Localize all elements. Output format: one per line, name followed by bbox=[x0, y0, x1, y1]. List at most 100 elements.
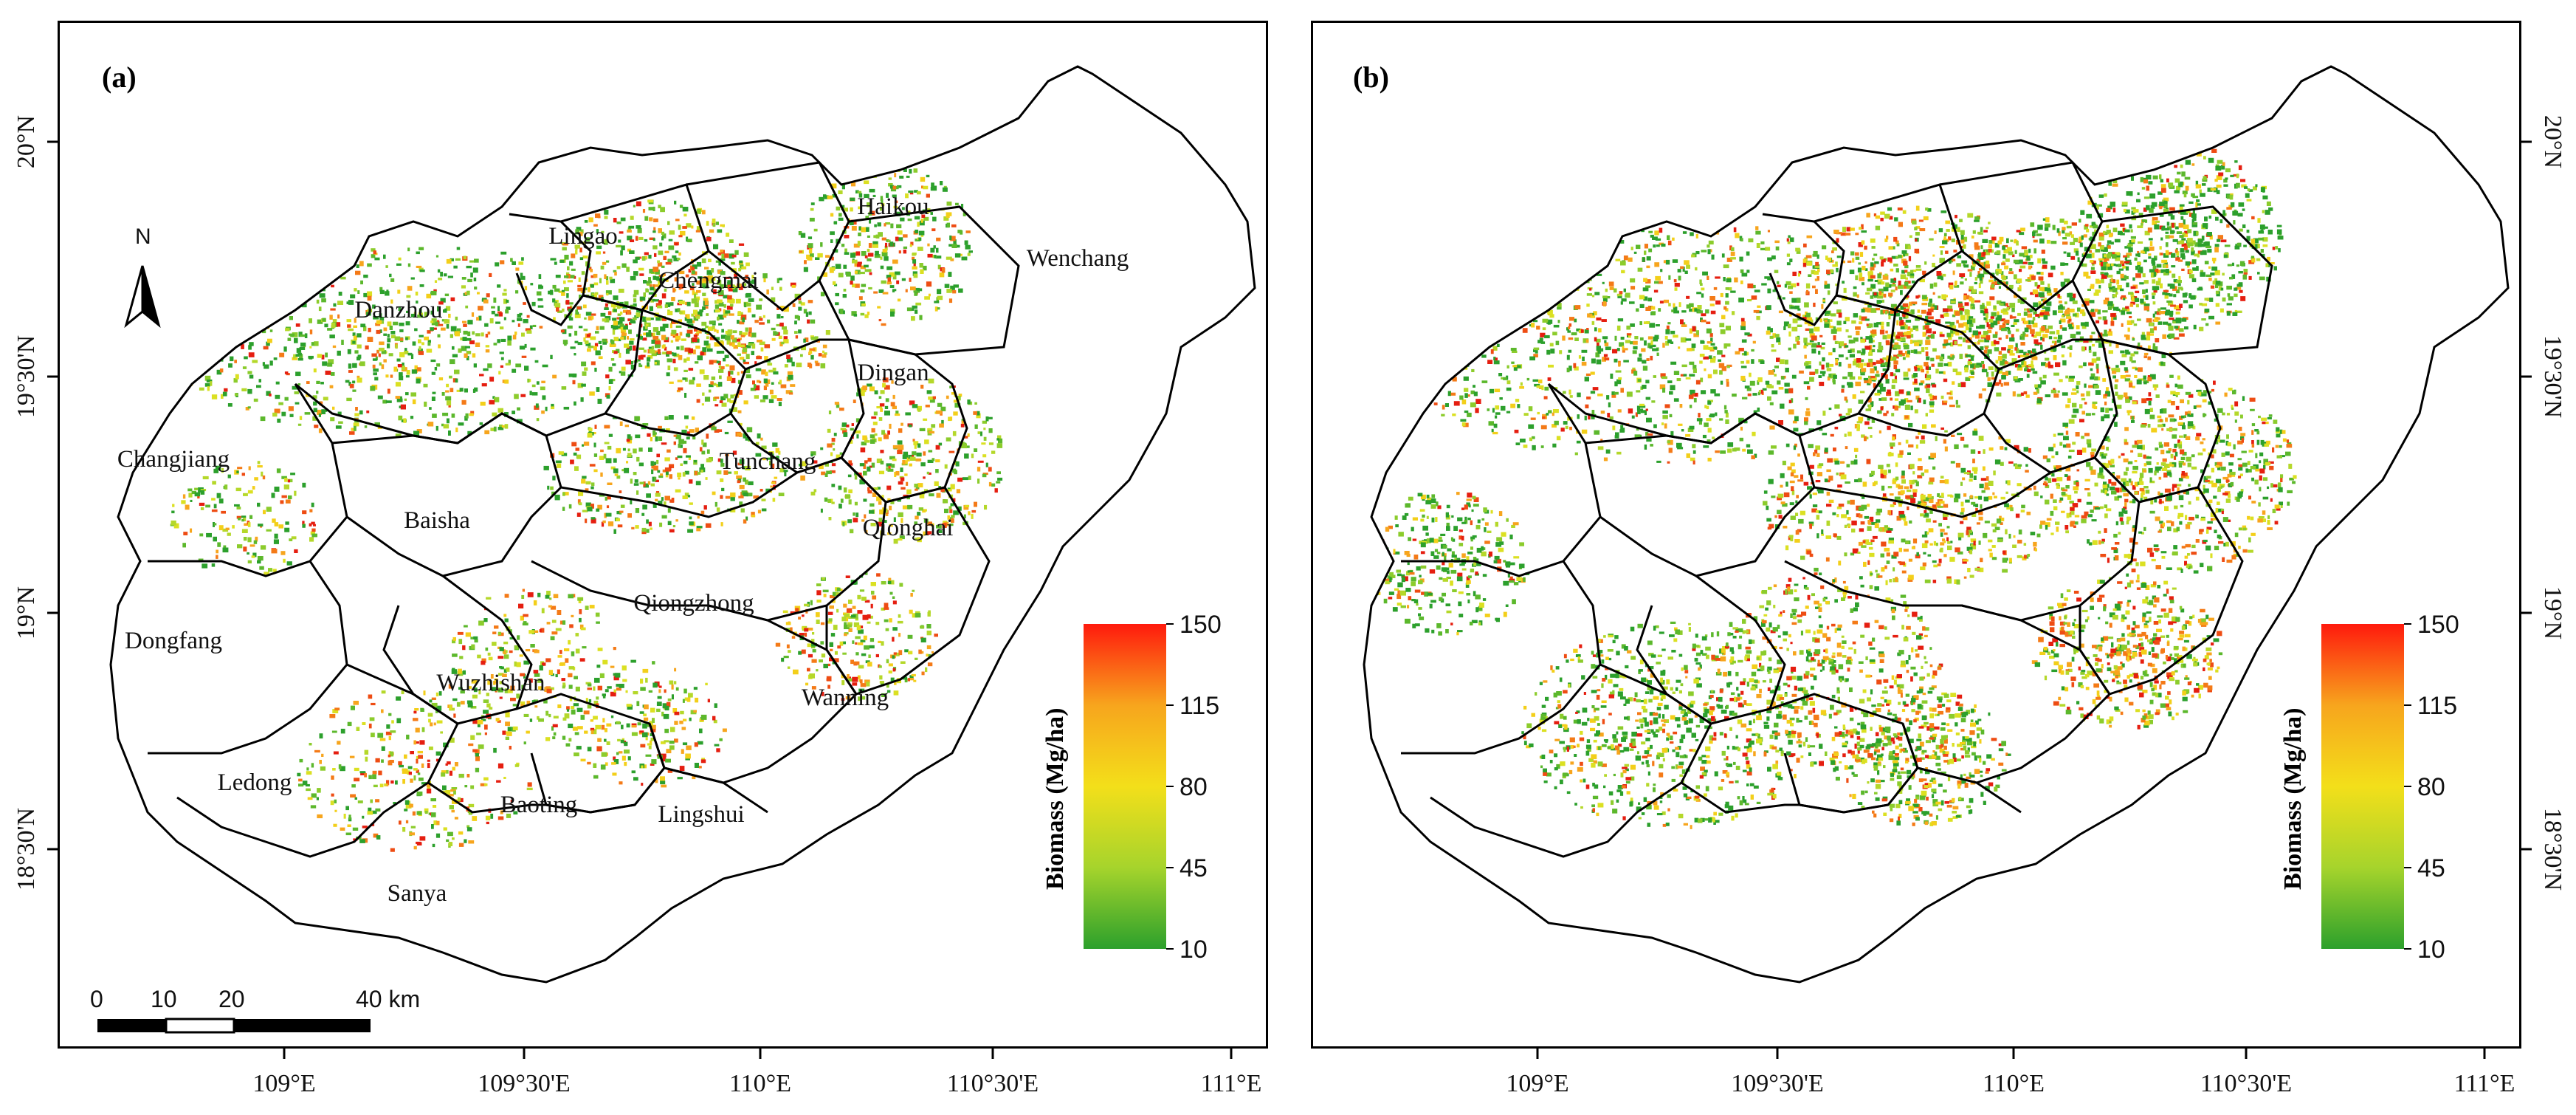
biomass-cluster-4 bbox=[2045, 374, 2297, 574]
county-label-changjiang: Changjiang bbox=[117, 446, 230, 473]
lon-tick-label: 110°E bbox=[1983, 1070, 2045, 1097]
panel-a-county-boundaries bbox=[148, 161, 1020, 858]
county-boundary-11 bbox=[1401, 560, 1602, 755]
biomass-cluster-3 bbox=[2073, 143, 2284, 332]
legend-colorbar bbox=[1084, 624, 1166, 949]
county-boundary-3 bbox=[818, 205, 1020, 356]
lat-tick-label: 20°N bbox=[2539, 115, 2566, 168]
lat-tick-label: 18°30'N bbox=[13, 808, 40, 891]
county-label-qiongzhong: Qiongzhong bbox=[633, 590, 754, 617]
panel-a-lat-ticks: 20°N 19°30'N 19°N 18°30'N bbox=[13, 115, 58, 891]
panel-b-biomass-layer bbox=[1364, 143, 2297, 829]
county-label-ledong: Ledong bbox=[218, 769, 292, 796]
panel-b-letter: (b) bbox=[1353, 61, 1389, 94]
lat-tick-label: 20°N bbox=[13, 115, 40, 168]
legend-ticks-b: 150 115 80 45 10 bbox=[2404, 611, 2459, 964]
scale-bar-seg-1 bbox=[97, 1019, 166, 1032]
scale-bar: 0 10 20 40 km bbox=[90, 986, 420, 1034]
panel-b-island-outline bbox=[1363, 65, 2510, 984]
scale-bar-seg-3 bbox=[234, 1019, 371, 1032]
lat-tick-label: 19°N bbox=[13, 586, 40, 639]
county-label-lingshui: Lingshui bbox=[658, 801, 744, 828]
scale-label-10: 10 bbox=[151, 986, 177, 1012]
north-arrow-icon bbox=[124, 265, 144, 329]
panel-b-lat-ticks: 20°N 19°30'N 19°N 18°30'N bbox=[2521, 115, 2566, 891]
legend-colorbar-b bbox=[2321, 624, 2404, 949]
scale-label-40: 40 km bbox=[356, 986, 420, 1012]
lat-tick-label: 19°30'N bbox=[13, 335, 40, 418]
county-boundary-17 bbox=[427, 766, 768, 814]
county-label-wuzhishan: Wuzhishan bbox=[436, 670, 545, 696]
biomass-cluster-1 bbox=[550, 199, 755, 365]
legend-tick-label: 10 bbox=[1179, 936, 1208, 964]
scale-bar-seg-2 bbox=[165, 1018, 235, 1034]
biomass-cluster-8 bbox=[1720, 567, 1943, 767]
county-label-baoting: Baoting bbox=[500, 792, 578, 818]
county-label-lingao: Lingao bbox=[548, 223, 617, 250]
lon-tick-label: 110°E bbox=[729, 1070, 791, 1097]
county-label-sanya: Sanya bbox=[388, 880, 447, 907]
legend-tick-label: 10 bbox=[2417, 936, 2445, 964]
legend-ticks-a: 150 115 80 45 10 bbox=[1166, 611, 1222, 964]
biomass-cluster-6 bbox=[2031, 573, 2223, 730]
lon-tick-label: 111°E bbox=[1201, 1070, 1262, 1097]
county-boundary-6 bbox=[729, 338, 865, 474]
biomass-cluster-0 bbox=[158, 247, 654, 437]
panel-a-county-labels: Haikou Lingao Chengmai Wenchang Danzhou Dinga… bbox=[117, 193, 1129, 907]
panel-b-legend: Biomass (Mg/ha) 150 115 80 45 10 bbox=[2279, 611, 2459, 964]
county-boundary-12 bbox=[1636, 574, 1786, 725]
biomass-cluster-10 bbox=[1364, 492, 1530, 636]
county-boundary-2 bbox=[1939, 161, 2104, 312]
legend-tick-label: 115 bbox=[2417, 692, 2457, 720]
lon-tick-label: 109°30'E bbox=[478, 1070, 571, 1097]
county-label-baisha: Baisha bbox=[404, 507, 470, 534]
biomass-cluster-6 bbox=[775, 571, 938, 701]
biomass-cluster-9 bbox=[1831, 685, 2011, 826]
panel-a-lon-ticks: 109°E 109°30'E 110°E 110°30'E 111°E bbox=[252, 1049, 1261, 1097]
panel-a-letter: (a) bbox=[102, 61, 137, 94]
panel-b-lon-ticks: 109°E 109°30'E 110°E 110°30'E 111°E bbox=[1506, 1049, 2515, 1097]
county-boundary-14 bbox=[176, 663, 459, 858]
legend-title-b: Biomass (Mg/ha) bbox=[2279, 708, 2307, 891]
legend-tick-label: 45 bbox=[1179, 854, 1208, 882]
north-arrow-label: N bbox=[135, 224, 151, 249]
biomass-cluster-2 bbox=[652, 271, 830, 414]
panel-a: (a) Haikou Lingao Chengmai Wenchang Danzhou D… bbox=[13, 61, 1261, 1097]
legend-tick-label: 80 bbox=[1179, 773, 1208, 801]
county-boundary-8 bbox=[1401, 383, 1602, 577]
county-boundary-2 bbox=[686, 161, 850, 312]
panel-a-biomass-layer bbox=[158, 167, 1003, 852]
county-label-dingan: Dingan bbox=[857, 360, 929, 386]
lat-tick-label: 19°30'N bbox=[2539, 335, 2566, 418]
county-label-dongfang: Dongfang bbox=[125, 628, 222, 654]
legend-tick-label: 80 bbox=[2417, 773, 2445, 801]
lon-tick-label: 111°E bbox=[2454, 1070, 2515, 1097]
panel-a-island-outline bbox=[109, 65, 1256, 984]
north-arrow: N bbox=[124, 224, 161, 329]
county-label-chengmai: Chengmai bbox=[658, 267, 759, 294]
lon-tick-label: 110°30'E bbox=[947, 1070, 1039, 1097]
county-boundary-6 bbox=[1983, 338, 2118, 474]
lon-tick-label: 110°30'E bbox=[2200, 1070, 2292, 1097]
county-boundary-12 bbox=[382, 574, 533, 725]
county-label-wanning: Wanning bbox=[802, 685, 889, 711]
lon-tick-label: 109°E bbox=[1506, 1070, 1568, 1097]
county-boundary-13 bbox=[2079, 486, 2244, 696]
county-boundary-14 bbox=[1430, 663, 1712, 858]
biomass-cluster-8 bbox=[448, 589, 621, 741]
county-label-haikou: Haikou bbox=[857, 193, 929, 220]
biomass-cluster-7 bbox=[1521, 621, 1816, 829]
county-label-qionghai: Qionghai bbox=[863, 515, 954, 541]
county-label-tunchang: Tunchang bbox=[720, 448, 816, 475]
panel-a-legend: Biomass (Mg/ha) 150 115 80 45 10 bbox=[1041, 611, 1222, 964]
county-boundary-11 bbox=[148, 560, 348, 755]
lat-tick-label: 19°N bbox=[2539, 586, 2566, 639]
biomass-cluster-10 bbox=[170, 461, 317, 577]
county-label-wenchang: Wenchang bbox=[1027, 245, 1129, 272]
biomass-cluster-9 bbox=[562, 659, 727, 788]
legend-tick-label: 45 bbox=[2417, 854, 2445, 882]
panel-b-county-boundaries bbox=[1401, 161, 2273, 858]
biomass-cluster-2 bbox=[1948, 217, 2188, 408]
biomass-cluster-3 bbox=[798, 167, 973, 326]
